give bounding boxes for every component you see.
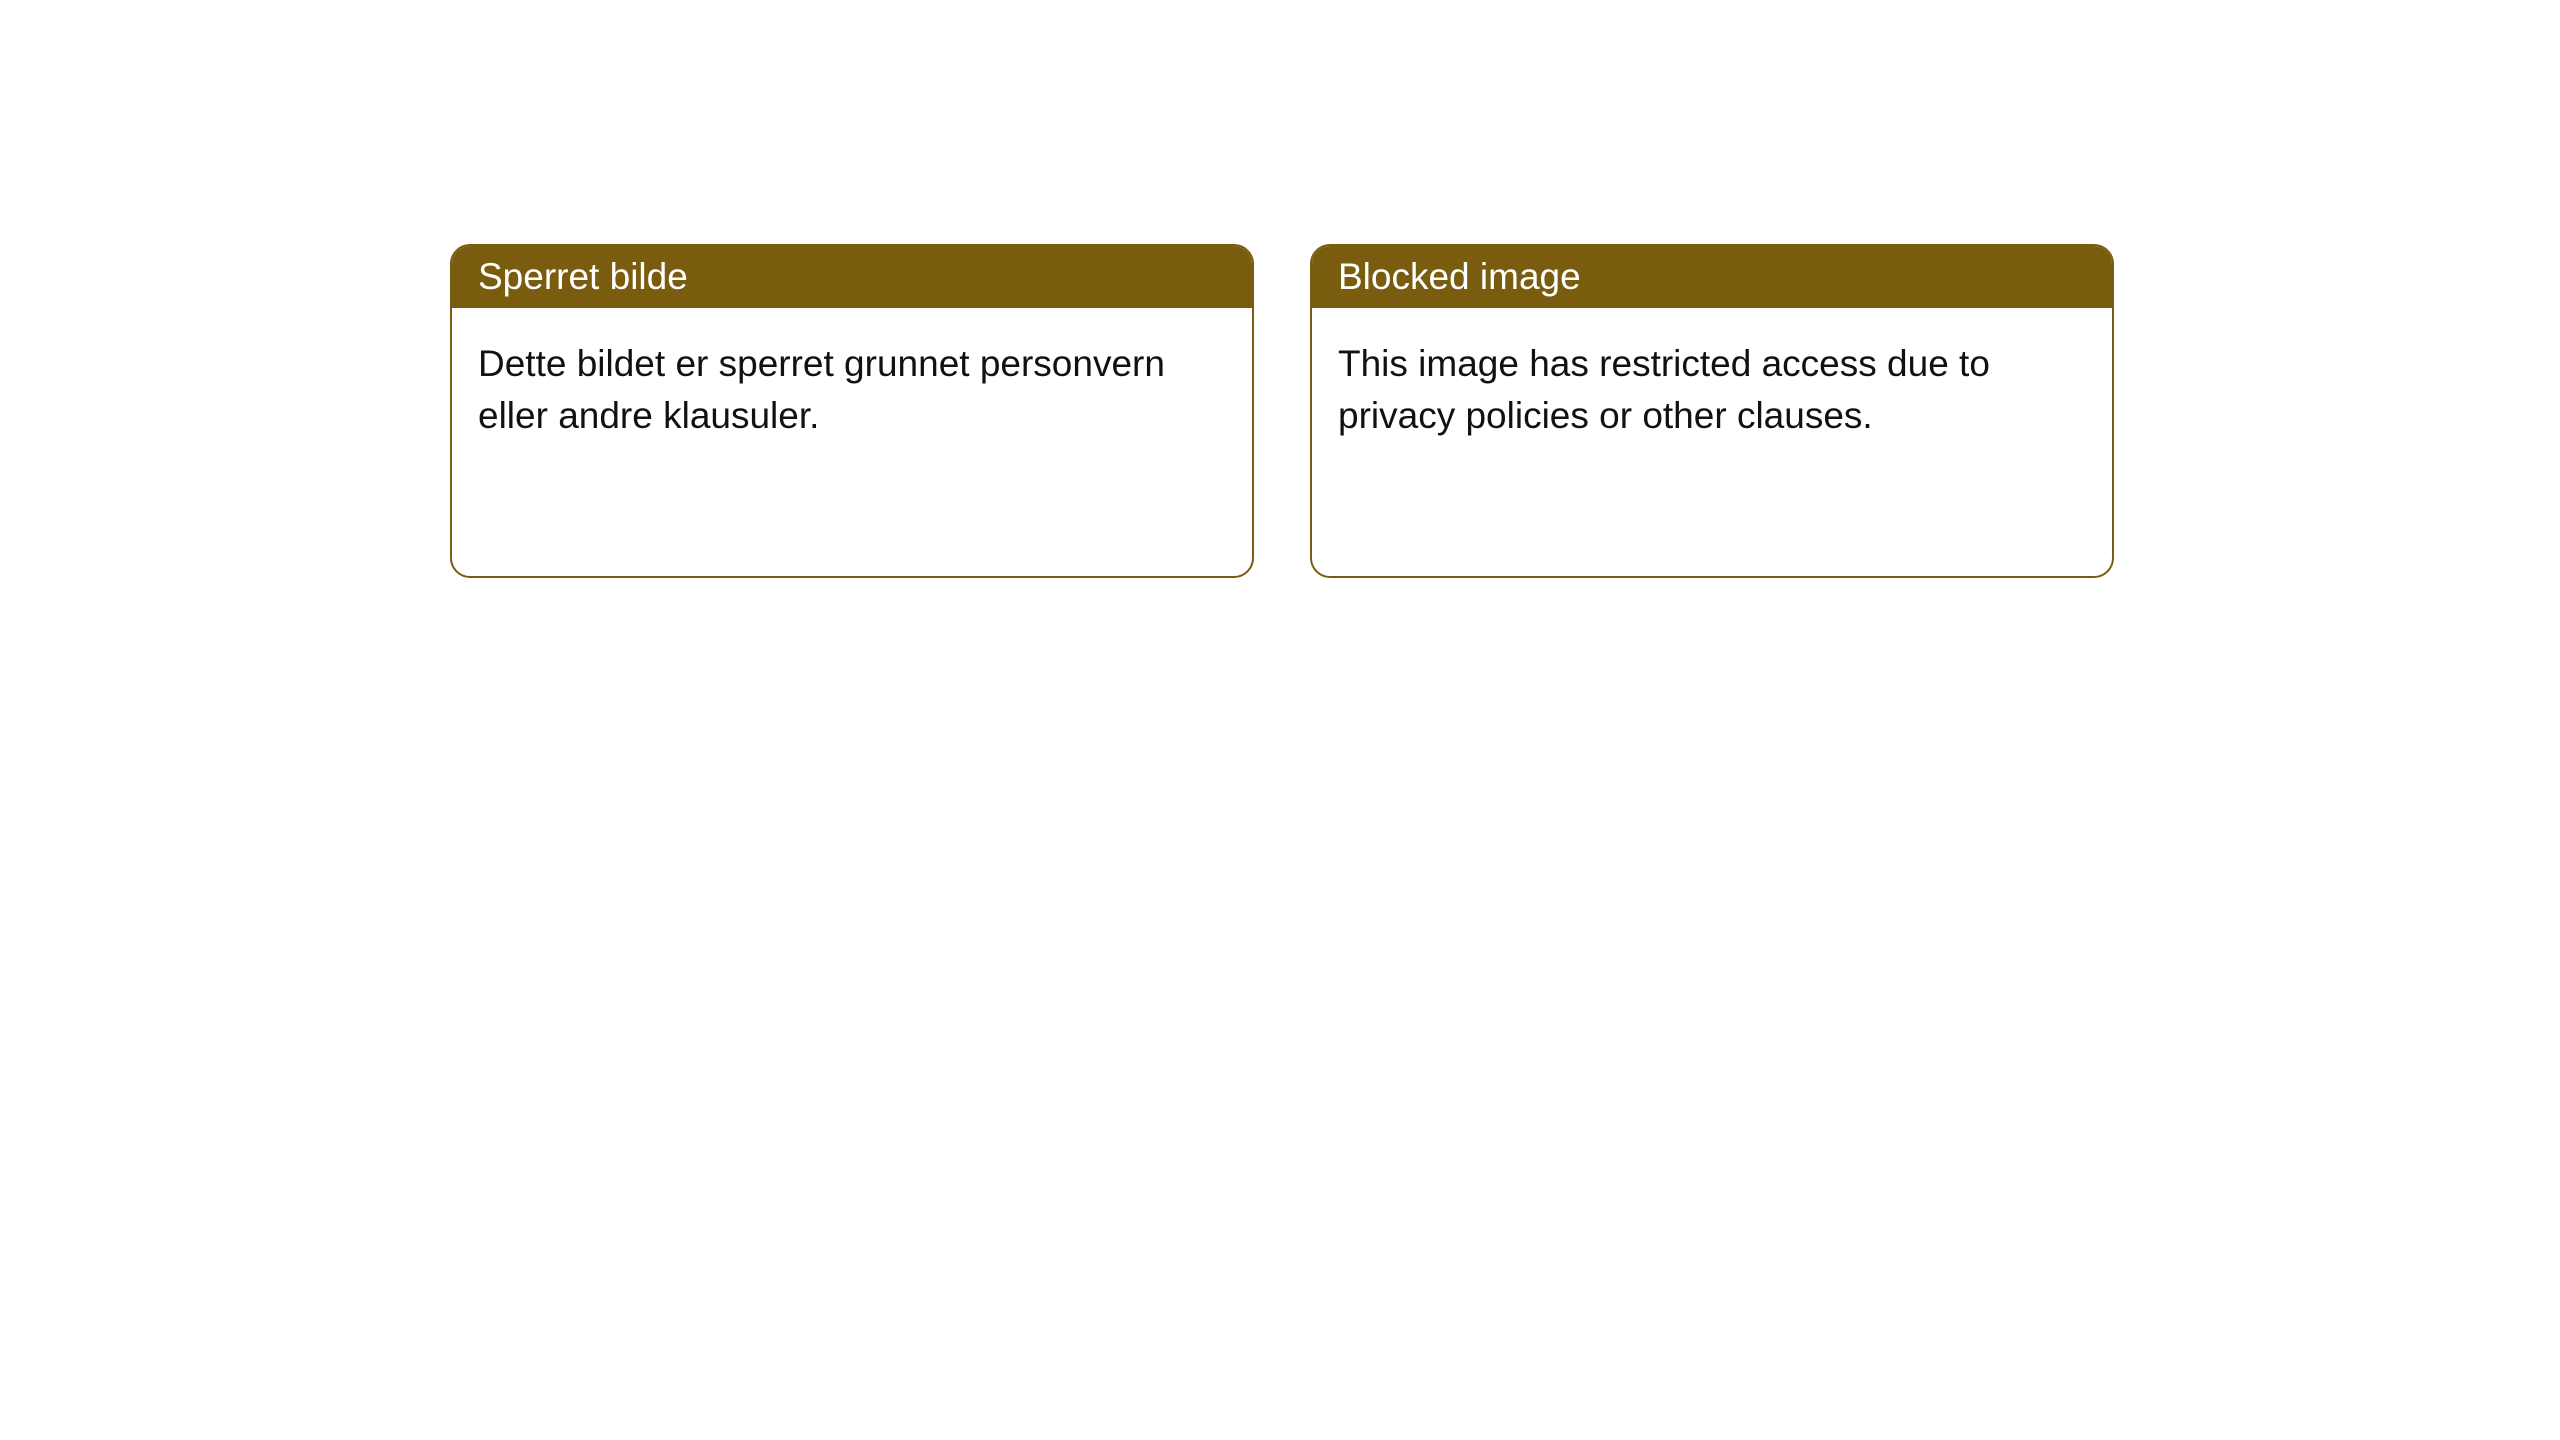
- notice-card-english: Blocked image This image has restricted …: [1310, 244, 2114, 578]
- notice-body: This image has restricted access due to …: [1312, 308, 2112, 472]
- notice-header: Blocked image: [1312, 246, 2112, 308]
- notice-title: Sperret bilde: [478, 256, 688, 297]
- notice-body-text: Dette bildet er sperret grunnet personve…: [478, 343, 1165, 436]
- notice-body-text: This image has restricted access due to …: [1338, 343, 1990, 436]
- notice-title: Blocked image: [1338, 256, 1581, 297]
- notice-card-norwegian: Sperret bilde Dette bildet er sperret gr…: [450, 244, 1254, 578]
- notice-container: Sperret bilde Dette bildet er sperret gr…: [0, 0, 2560, 578]
- notice-header: Sperret bilde: [452, 246, 1252, 308]
- notice-body: Dette bildet er sperret grunnet personve…: [452, 308, 1252, 472]
